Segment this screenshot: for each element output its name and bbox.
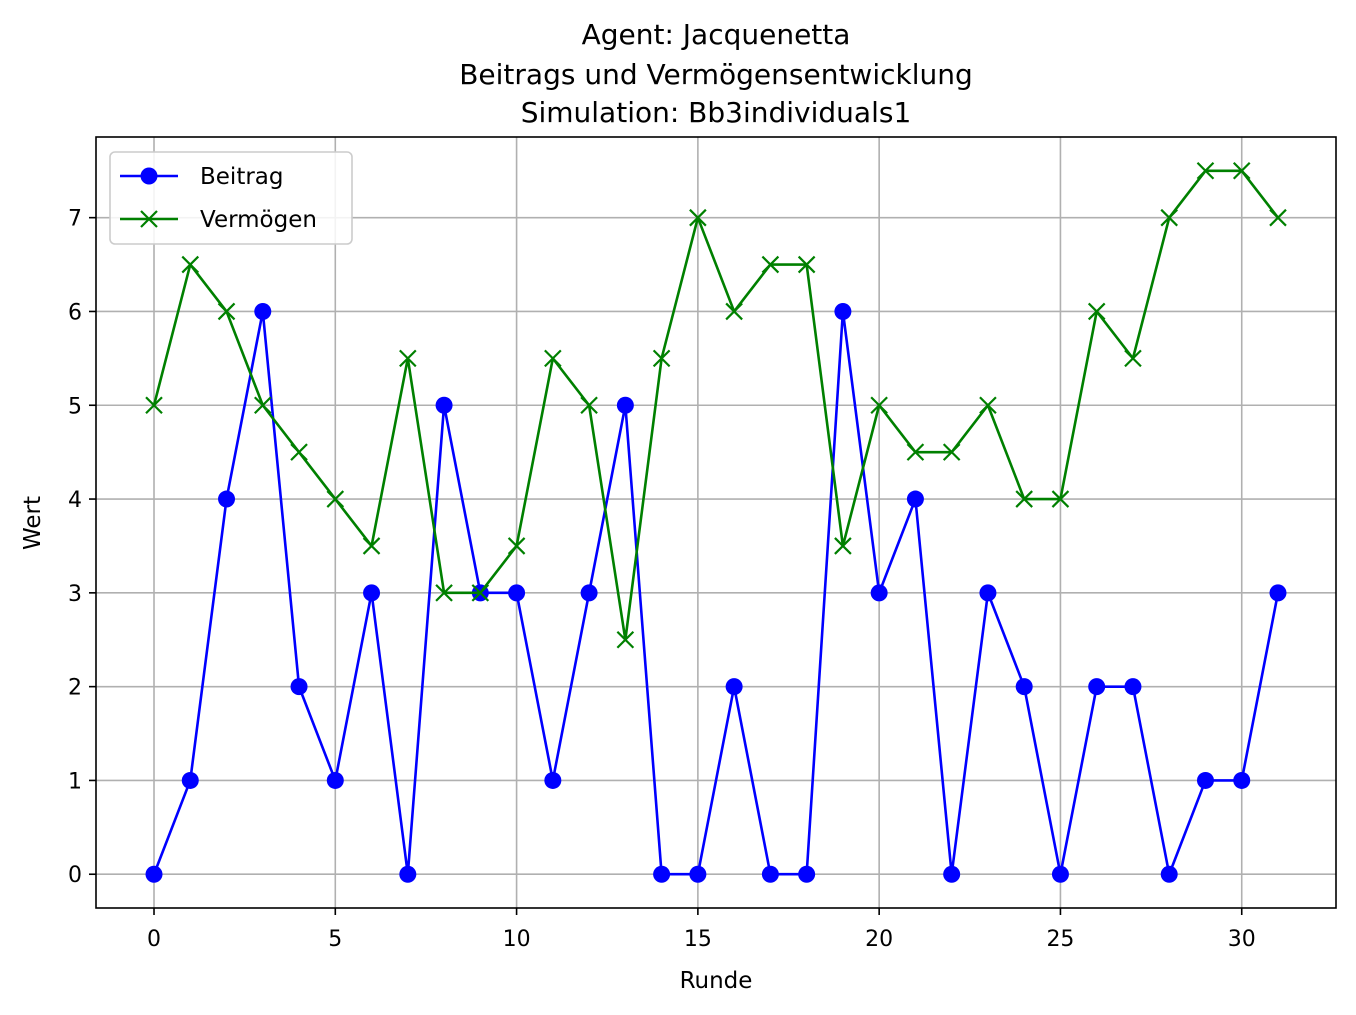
x-tick-label: 10 <box>503 927 531 952</box>
data-point-beitrag <box>870 584 888 602</box>
data-point-vermoegen <box>652 349 671 368</box>
data-point-beitrag <box>435 396 453 414</box>
data-point-vermoegen <box>725 302 743 321</box>
data-point-beitrag <box>689 865 707 883</box>
x-tick-label: 15 <box>684 927 712 952</box>
y-tick-label: 4 <box>68 488 82 513</box>
x-tick-label: 0 <box>147 927 161 952</box>
data-point-vermoegen <box>217 302 236 321</box>
y-tick-label: 2 <box>68 676 82 701</box>
data-point-vermoegen <box>471 584 490 602</box>
data-point-vermoegen <box>507 537 526 555</box>
legend-label-vermoegen: Vermögen <box>200 207 317 233</box>
plot-frame <box>95 136 1337 909</box>
data-point-vermoegen <box>761 255 780 274</box>
data-point-vermoegen <box>1015 490 1033 508</box>
series-layer <box>145 161 1287 883</box>
data-point-vermoegen <box>1087 302 1106 321</box>
data-point-vermoegen <box>181 255 200 274</box>
y-tick-label: 3 <box>68 582 82 607</box>
data-point-beitrag <box>616 396 634 414</box>
data-point-vermoegen <box>580 396 598 415</box>
series-vermoegen <box>145 161 1287 649</box>
data-point-beitrag <box>1124 678 1142 696</box>
data-point-beitrag <box>290 678 308 696</box>
data-point-beitrag <box>761 865 779 883</box>
data-point-beitrag <box>399 865 417 883</box>
y-tick-label: 0 <box>68 863 82 888</box>
y-tick-label: 1 <box>68 769 82 794</box>
data-point-vermoegen <box>326 490 345 508</box>
data-point-vermoegen <box>145 396 163 415</box>
data-point-beitrag <box>943 865 961 883</box>
data-point-beitrag <box>181 771 199 789</box>
data-point-vermoegen <box>870 396 888 415</box>
data-point-vermoegen <box>1051 490 1070 508</box>
x-tick-label: 20 <box>865 927 893 952</box>
data-point-vermoegen <box>616 630 635 649</box>
x-tick-label: 25 <box>1046 927 1074 952</box>
data-point-vermoegen <box>1196 161 1215 180</box>
grid <box>96 137 1336 908</box>
data-point-beitrag <box>1233 771 1251 789</box>
data-point-beitrag <box>218 490 236 508</box>
legend: Beitrag Vermögen <box>109 151 353 245</box>
data-point-beitrag <box>1160 865 1178 883</box>
data-point-vermoegen <box>1160 208 1178 227</box>
data-point-beitrag <box>798 865 816 883</box>
series-beitrag <box>145 302 1287 883</box>
y-axis-label: Wert <box>20 496 46 550</box>
x-axis-label: Runde <box>680 968 753 994</box>
data-point-vermoegen <box>942 443 961 461</box>
data-point-vermoegen <box>906 443 925 461</box>
title-line-1: Agent: Jacquenetta <box>582 18 851 51</box>
data-point-beitrag <box>1196 771 1214 789</box>
data-point-beitrag <box>979 584 997 602</box>
data-point-vermoegen <box>362 537 381 555</box>
data-point-beitrag <box>544 771 562 789</box>
data-point-beitrag <box>145 865 163 883</box>
legend-label-beitrag: Beitrag <box>200 164 284 190</box>
data-point-vermoegen <box>979 396 997 415</box>
x-tick-label: 30 <box>1228 927 1256 952</box>
legend-marker-beitrag <box>140 167 158 185</box>
data-point-beitrag <box>580 584 598 602</box>
legend-marker-vermoegen <box>140 210 158 228</box>
y-tick-label: 5 <box>68 394 82 419</box>
data-point-beitrag <box>326 771 344 789</box>
series-line-beitrag <box>152 310 1280 876</box>
data-point-beitrag <box>653 865 671 883</box>
axis-ticks: 0 5 10 15 20 25 30 0 1 2 3 4 5 6 7 <box>68 207 1256 952</box>
series-line-vermoegen <box>152 169 1280 642</box>
data-point-vermoegen <box>399 349 417 368</box>
data-point-vermoegen <box>290 443 308 461</box>
data-point-beitrag <box>254 302 272 320</box>
data-point-beitrag <box>508 584 526 602</box>
data-point-beitrag <box>906 490 924 508</box>
data-point-beitrag <box>363 584 381 602</box>
data-point-vermoegen <box>689 208 707 227</box>
title-line-3: Simulation: Bb3individuals1 <box>521 96 912 129</box>
data-point-beitrag <box>834 302 852 320</box>
data-point-beitrag <box>1051 865 1069 883</box>
data-point-vermoegen <box>254 396 272 415</box>
x-tick-label: 5 <box>328 927 342 952</box>
data-point-beitrag <box>1269 584 1287 602</box>
data-point-vermoegen <box>1124 349 1142 368</box>
y-tick-label: 6 <box>68 300 82 325</box>
title-line-2: Beitrags und Vermögensentwicklung <box>459 58 973 91</box>
data-point-beitrag <box>1015 678 1033 696</box>
data-point-vermoegen <box>797 255 816 274</box>
chart-title: Agent: Jacquenetta Beitrags und Vermögen… <box>459 18 973 129</box>
data-point-beitrag <box>725 678 743 696</box>
data-point-vermoegen <box>435 584 453 602</box>
data-point-vermoegen <box>1232 161 1251 180</box>
y-tick-label: 7 <box>68 207 82 232</box>
data-point-vermoegen <box>834 537 852 555</box>
data-point-vermoegen <box>544 349 562 368</box>
data-point-beitrag <box>1088 678 1106 696</box>
data-point-vermoegen <box>1269 208 1287 227</box>
